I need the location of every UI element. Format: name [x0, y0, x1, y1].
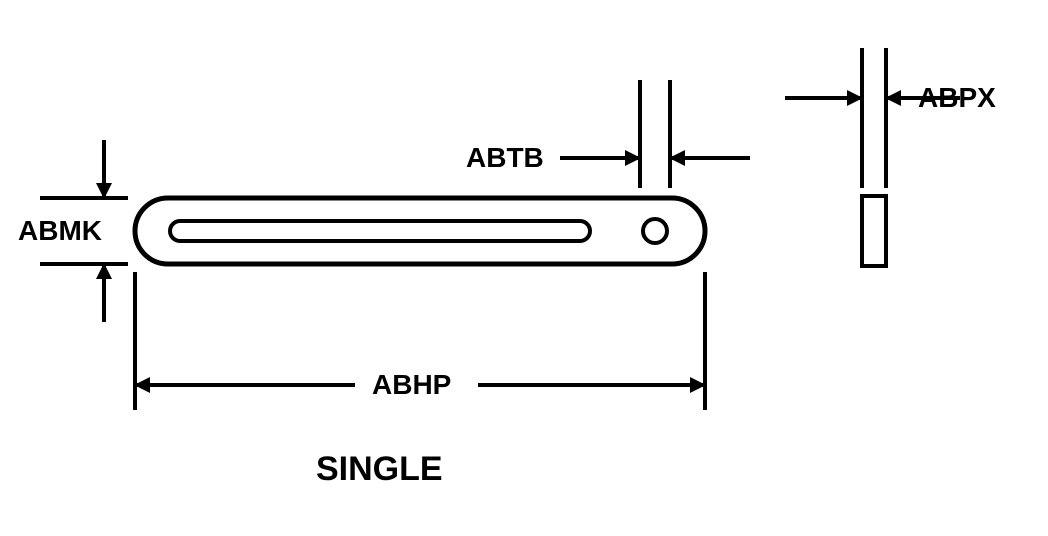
part-main-view [135, 198, 705, 264]
label-abtb: ABTB [466, 142, 544, 174]
dim-abtb [560, 80, 750, 188]
label-abmk: ABMK [18, 215, 102, 247]
label-title: SINGLE [316, 450, 443, 489]
label-abpx: ABPX [918, 82, 996, 114]
label-abhp: ABHP [372, 369, 451, 401]
part-side-view [862, 196, 886, 266]
diagram-svg [0, 0, 1048, 536]
dim-abpx [785, 48, 960, 188]
diagram-canvas: ABMK ABTB ABPX ABHP SINGLE [0, 0, 1048, 536]
